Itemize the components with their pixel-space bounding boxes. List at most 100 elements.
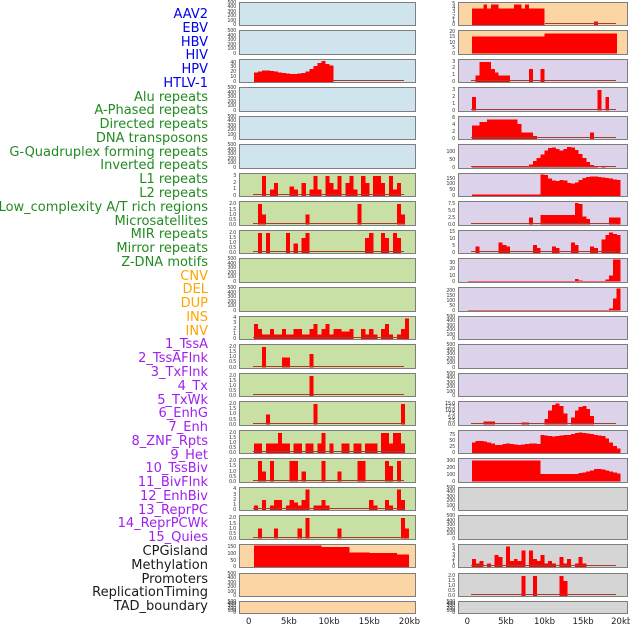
ytick-methylation: 0 xyxy=(452,535,455,542)
ytick-13-reprpc: 10.0 xyxy=(445,407,455,414)
bars-l1-repeats xyxy=(250,345,409,368)
ytick-5-txwk: 50 xyxy=(449,187,455,194)
track-label-z-dna-motifs: Z-DNA motifs xyxy=(121,254,208,270)
baseline-promoters xyxy=(471,565,617,567)
ytick-11-bivflnk: 0 xyxy=(452,364,455,371)
ytick-5-txwk: 150 xyxy=(446,175,455,182)
ytick-promoters: 5 xyxy=(452,543,455,550)
ytick-hpv: 400 xyxy=(227,118,236,125)
track-label-promoters: Promoters xyxy=(141,571,208,587)
ytick-1-tssa: 1 xyxy=(452,72,455,79)
bars-a-phased-repeats xyxy=(250,202,409,225)
plot-z-dna-motifs xyxy=(239,515,416,540)
plot-8-znf-rpts xyxy=(458,258,628,283)
track-label-2-tssaflnk: 2_TssAFlnk xyxy=(138,351,208,367)
plot-l1-repeats xyxy=(239,344,416,369)
track-label-12-enhbiv: 12_EnhBiv xyxy=(140,488,208,504)
ytick-13-reprpc: 2.5 xyxy=(447,418,455,425)
ytick-replicationtiming: 0.0 xyxy=(447,593,455,599)
ytick-6-enhg: 2.5 xyxy=(447,214,455,221)
track-label-tad-boundary: TAD_boundary xyxy=(113,599,208,615)
ytick-hbv: 20 xyxy=(230,69,236,76)
ytick-3-txflnk: 0 xyxy=(452,136,455,143)
ytick-11-bivflnk: 100 xyxy=(446,360,455,367)
ytick-mirror-repeats: 1 xyxy=(233,502,236,509)
track-label-1-tssa: 1_TssA xyxy=(165,337,208,353)
x-axis-left-tick-10kb: 10kb xyxy=(318,617,340,627)
yaxis-l1-repeats: 2.0 1.5 1.0 0.5 0.0 xyxy=(203,344,237,370)
bars-5-txwk xyxy=(468,174,621,197)
ytick-low-complexity-a-t-rich-regions: 0.5 xyxy=(228,416,236,423)
plot-4-tx xyxy=(458,144,628,169)
track-label-low-complexity-a-t-rich-regions: Low_complexity A/T rich regions xyxy=(0,199,208,215)
bars-replicationtiming xyxy=(468,574,621,596)
track-label-cpgisland: CPGisland xyxy=(142,544,208,560)
ytick-ebv: 200 xyxy=(227,41,236,48)
ytick-2-tssaflnk: 1 xyxy=(452,100,455,107)
ytick-cpgisland: 300 xyxy=(446,493,455,500)
ytick-low-complexity-a-t-rich-regions: 2.0 xyxy=(228,401,236,408)
ytick-replicationtiming: 2.0 xyxy=(447,572,455,579)
ytick-13-reprpc: 12.5 xyxy=(445,404,455,411)
yaxis-z-dna-motifs: 2.0 1.5 1.0 0.5 0.0 xyxy=(203,515,237,541)
yaxis-htlv-1: 500 400 300 200 100 0 xyxy=(203,143,237,171)
ytick-l2-repeats: 2.0 xyxy=(228,372,236,379)
ytick-directed-repeats: 1.5 xyxy=(228,235,236,242)
plot-replicationtiming xyxy=(458,572,628,597)
baseline-inverted-repeats xyxy=(252,337,404,339)
ytick-12-enhbiv: 400 xyxy=(446,375,455,382)
yaxis-ebv: 500 400 300 200 100 0 xyxy=(203,28,237,57)
track-label-dna-transposons: DNA transposons xyxy=(95,130,208,146)
ytick-a-phased-repeats: 1.5 xyxy=(228,206,236,213)
bars-hbv xyxy=(250,60,409,83)
ytick-z-dna-motifs: 2.0 xyxy=(228,515,236,522)
bars-6-enhg xyxy=(468,202,621,225)
ytick-8-znf-rpts: 10 xyxy=(449,272,455,279)
track-label-inv: INV xyxy=(185,323,208,339)
bars-15-quies xyxy=(468,459,621,482)
plot-hpv xyxy=(239,115,416,141)
ytick-15-quies: 100 xyxy=(446,471,455,478)
plot-1-tssa xyxy=(458,58,628,84)
ytick-14-reprpcwk: 25 xyxy=(449,444,455,450)
plot-directed-repeats xyxy=(239,229,416,255)
x-axis-right-tick-20kb: 20kb xyxy=(611,617,630,627)
ytick-l2-repeats: 0.5 xyxy=(228,388,236,395)
plot-htlv-1 xyxy=(239,144,416,169)
ytick-z-dna-motifs: 0.5 xyxy=(228,530,236,537)
track-label-l2-repeats: L2 repeats xyxy=(139,186,208,201)
yaxis-10-tssbiv: 500 400 300 200 100 0 xyxy=(422,314,456,342)
ytick-hiv: 400 xyxy=(227,89,236,96)
ytick-2-tssaflnk: 0 xyxy=(452,107,455,114)
yaxis-hbv: 40 30 20 10 0 xyxy=(203,59,237,86)
ytick-inverted-repeats: 4 xyxy=(233,315,236,322)
track-label-inverted-repeats: Inverted repeats xyxy=(100,158,208,174)
x-axis-right-tick-15kb: 15kb xyxy=(572,617,594,627)
ytick-15-quies: 0 xyxy=(452,478,455,485)
yaxis-4-tx: 100 50 0 xyxy=(422,144,456,170)
plot-dna-transposons xyxy=(239,258,416,283)
track-label-aav2: AAV2 xyxy=(173,7,208,22)
bars-z-dna-motifs xyxy=(250,516,409,539)
ytick-4-tx: 50 xyxy=(449,156,455,163)
ytick-9-het: 100 xyxy=(446,297,455,304)
yaxis-7-enh: 15 10 5 0 xyxy=(422,230,456,256)
baseline-mir-repeats xyxy=(252,479,404,481)
ytick-hbv: 40 xyxy=(230,59,236,66)
ytick-dup: 400 xyxy=(227,601,236,608)
ytick-cpgisland: 400 xyxy=(446,489,455,496)
ytick-hpv: 0 xyxy=(233,136,236,143)
bars-3-txflnk xyxy=(468,117,621,140)
ytick-hpv: 500 xyxy=(227,113,236,120)
ytick-promoters: 0 xyxy=(452,564,455,571)
ytick-3-txflnk: 6 xyxy=(452,115,455,122)
ytick-1-tssa: 3 xyxy=(452,58,455,65)
ytick-promoters: 3 xyxy=(452,551,455,558)
baseline-microsatellites xyxy=(252,451,404,453)
x-axis-right-tick-5kb: 5kb xyxy=(498,617,514,627)
ytick-ebv: 500 xyxy=(227,28,236,35)
ytick-hbv: 0 xyxy=(233,79,236,86)
bars-7-enh xyxy=(468,231,621,254)
ytick-g-quadruplex-forming-repeats: 500 xyxy=(227,285,236,291)
